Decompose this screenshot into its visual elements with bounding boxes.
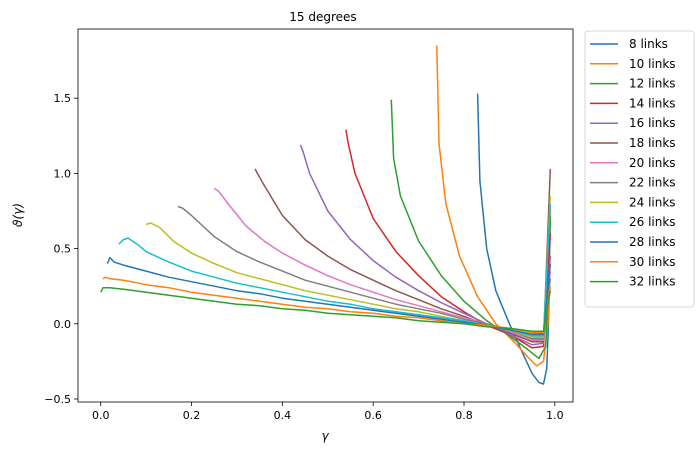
y-axis-label: ϑ(γ) [11,203,25,227]
x-tick-label: 0.4 [274,409,292,422]
legend-label: 32 links [629,275,676,289]
series-line-13 [100,286,552,333]
series-line-7 [213,187,552,342]
series-line-9 [145,195,552,339]
x-axis-label: γ [321,429,329,443]
legend-label: 18 links [629,136,676,150]
series-line-12 [102,276,552,334]
series-line-10 [118,203,552,337]
x-tick-label: 1.0 [546,409,564,422]
legend-label: 16 links [629,116,676,130]
series-line-4 [345,129,552,349]
y-tick-label: −0.5 [44,393,71,406]
legend-label: 14 links [629,96,676,110]
series-line-2 [436,45,552,367]
x-tick-label: 0.2 [183,409,201,422]
plot-frame [77,28,574,403]
series-line-6 [254,168,552,343]
legend-label: 12 links [629,77,676,91]
legend: 8 links 10 links 12 links 14 links 16 links 1… [584,30,695,308]
series-line-5 [299,144,552,346]
chart-title: 15 degrees [289,10,356,24]
x-tick-label: 0.0 [92,409,110,422]
legend-label: 26 links [629,215,676,229]
x-tick-label: 0.6 [364,409,382,422]
legend-label: 28 links [629,235,676,249]
y-tick-label: 0.0 [54,318,72,331]
legend-label: 20 links [629,156,676,170]
y-tick-label: 1.0 [54,167,72,180]
x-axis: 0.0 0.2 0.4 0.6 0.8 1.0 [92,402,564,422]
y-tick-label: 0.5 [54,243,72,256]
series-line-1 [476,93,552,385]
plot-lines [100,45,552,385]
legend-label: 8 links [629,37,668,51]
legend-label: 24 links [629,195,676,209]
legend-label: 30 links [629,255,676,269]
legend-label: 22 links [629,176,676,190]
series-line-8 [177,205,552,340]
legend-frame [584,30,695,308]
y-tick-label: 1.5 [54,92,72,105]
series-line-3 [390,99,552,360]
legend-label: 10 links [629,57,676,71]
y-axis: −0.5 0.0 0.5 1.0 1.5 [44,92,78,406]
x-tick-label: 0.8 [455,409,473,422]
